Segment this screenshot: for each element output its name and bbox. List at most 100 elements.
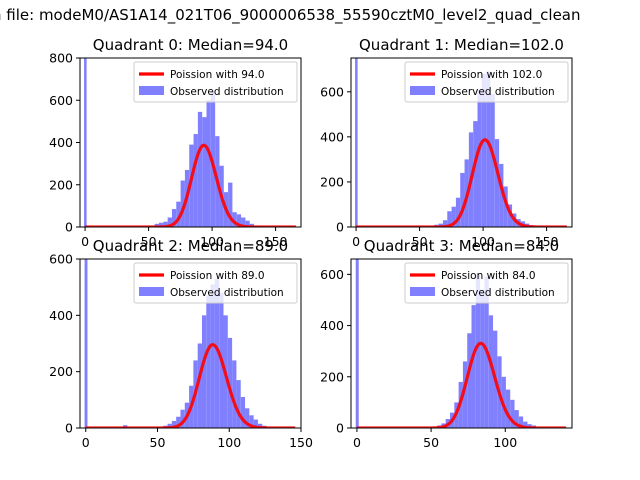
hist-bar <box>257 423 263 428</box>
y-tick-label: 800 <box>49 51 73 66</box>
hist-bar <box>197 111 203 227</box>
y-tick-label: 200 <box>49 364 73 379</box>
panel-title: Quadrant 2: Median=89.0 <box>93 237 288 255</box>
hist-bar <box>180 180 185 227</box>
hist-bar <box>214 278 220 428</box>
panel-title: Quadrant 1: Median=102.0 <box>359 36 564 54</box>
hist-bar <box>494 139 500 227</box>
hist-bar <box>253 419 258 428</box>
legend: Poission with 84.0 Observed distribution <box>404 262 569 304</box>
hist-bar <box>240 397 246 428</box>
x-tick-label: 0 <box>352 234 360 249</box>
panel-title: Quadrant 3: Median=84.0 <box>364 237 559 255</box>
legend-label-poisson: Poission with 84.0 <box>441 270 536 282</box>
hist-bar <box>167 217 172 227</box>
y-tick-label: 0 <box>65 421 73 436</box>
hist-bar <box>202 117 207 227</box>
hist-bar <box>451 206 456 227</box>
hist-bar <box>486 71 491 227</box>
hist-bar <box>481 73 487 227</box>
hist-bar <box>171 420 177 428</box>
hist-bar-zero-spike <box>355 259 359 428</box>
hist-bar <box>163 221 168 227</box>
y-tick-label: 200 <box>49 177 73 192</box>
hist-bar <box>193 134 198 227</box>
y-tick-label: 0 <box>336 220 344 235</box>
hist-bar <box>473 121 478 227</box>
hist-bar <box>507 204 513 227</box>
hist-bar <box>249 415 254 428</box>
hist-bar <box>499 163 504 227</box>
hist-bar <box>518 416 524 428</box>
hist-bar <box>189 144 194 227</box>
hist-bar <box>159 222 164 227</box>
legend-label-observed: Observed distribution <box>170 287 284 299</box>
legend-label-observed: Observed distribution <box>441 86 555 98</box>
suptitle-text: n file: modeM0/AS1A14_021T06_9000006538_… <box>0 6 581 24</box>
hist-bar <box>503 186 508 227</box>
hist-bar <box>523 421 528 428</box>
panels-group: 0 50 100 150 0 200 400 600 800 Quadrant 0: Median… <box>49 36 573 450</box>
x-tick-label: 50 <box>412 234 428 249</box>
y-tick-label: 0 <box>65 220 73 235</box>
x-tick-label: 150 <box>535 234 559 249</box>
hist-bar <box>232 360 237 428</box>
hist-bar <box>245 220 250 227</box>
hist-bar-zero-spike <box>84 58 87 227</box>
legend: Poission with 102.0 Observed distribution <box>404 61 569 103</box>
x-tick-label: 100 <box>200 234 224 249</box>
x-tick-label: 50 <box>150 435 166 450</box>
x-tick-label: 150 <box>264 234 288 249</box>
legend: Poission with 89.0 Observed distribution <box>133 262 298 304</box>
axes-frame <box>350 57 573 228</box>
legend-swatch-observed <box>139 86 164 95</box>
hist-bar <box>455 197 461 227</box>
hist-bar <box>462 361 468 428</box>
legend-label-observed: Observed distribution <box>170 86 284 98</box>
hist-bar <box>447 211 452 227</box>
plot-area <box>355 58 568 227</box>
plot-area <box>84 58 297 227</box>
legend-label-poisson: Poission with 102.0 <box>441 69 542 81</box>
hist-bar <box>490 94 495 227</box>
x-tick-label: 0 <box>81 234 89 249</box>
panel-title: Quadrant 0: Median=94.0 <box>93 36 288 54</box>
hist-bar <box>228 182 233 227</box>
hist-bar <box>527 424 532 428</box>
x-tick-label: 100 <box>493 435 517 450</box>
y-tick-label: 600 <box>320 84 344 99</box>
hist-bar <box>471 305 476 428</box>
hist-bar <box>180 409 185 428</box>
hist-bar <box>460 172 465 227</box>
x-tick-label: 50 <box>423 435 439 450</box>
legend-label-observed: Observed distribution <box>441 287 555 299</box>
y-tick-label: 400 <box>49 308 73 323</box>
legend-swatch-observed <box>139 287 164 296</box>
y-tick-label: 600 <box>49 252 73 267</box>
hist-bar <box>171 209 177 227</box>
hist-bar <box>201 315 207 428</box>
hist-bar <box>206 100 211 227</box>
hist-bar <box>477 89 482 227</box>
hist-bar <box>176 201 181 227</box>
x-tick-label: 150 <box>289 435 313 450</box>
panel-quadrant-3: 0 50 100 0 200 400 600 Quadrant 3: Median=84.0 P… <box>320 237 573 450</box>
x-tick-label: 50 <box>141 234 157 249</box>
y-tick-label: 600 <box>49 93 73 108</box>
hist-bar <box>167 423 172 428</box>
legend-box <box>133 262 298 304</box>
hist-bar <box>480 289 485 428</box>
hist-bar <box>232 212 237 227</box>
hist-bar <box>467 333 472 428</box>
hist-bar <box>236 214 242 227</box>
axes-frame <box>350 258 573 429</box>
hist-bar <box>197 343 202 428</box>
panel-quadrant-2: 0 50 100 150 0 200 400 600 Quadrant 2: Median=89… <box>49 237 313 450</box>
x-tick-label: 100 <box>217 435 241 450</box>
legend-box <box>133 61 298 103</box>
hist-bar <box>475 274 481 428</box>
hist-bar <box>206 295 211 428</box>
axes-frame <box>79 258 302 429</box>
panel-quadrant-1: 0 50 100 150 0 200 400 600 Quadrant 1: Median=10… <box>320 36 573 249</box>
